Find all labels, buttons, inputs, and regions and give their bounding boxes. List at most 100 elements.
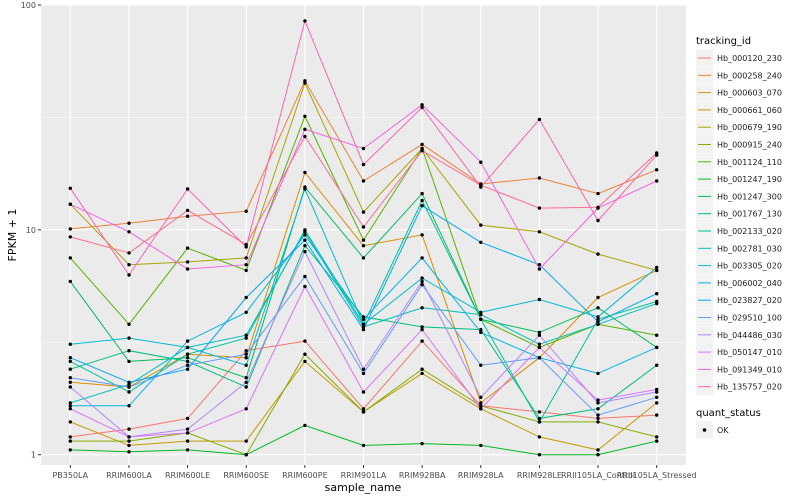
- data-point: [127, 273, 131, 277]
- data-point: [655, 387, 659, 392]
- data-point: [68, 342, 73, 346]
- data-point: [596, 252, 600, 256]
- x-tick-label: RRIM928BA: [399, 471, 446, 480]
- data-point: [596, 218, 600, 223]
- y-tick-label: 1: [31, 451, 36, 460]
- x-tick-label: RRIM928LE: [517, 471, 562, 480]
- data-point: [420, 367, 424, 371]
- data-point: [537, 263, 542, 267]
- data-point: [420, 256, 424, 260]
- data-point: [68, 385, 73, 389]
- data-point: [655, 179, 659, 183]
- data-point: [68, 356, 73, 360]
- data-point: [596, 371, 600, 376]
- data-point: [420, 339, 424, 343]
- data-point: [68, 376, 73, 380]
- data-point: [479, 404, 483, 408]
- data-point: [655, 363, 659, 367]
- data-point: [655, 265, 659, 270]
- legend-label: Hb_029510_100: [717, 314, 782, 323]
- data-point: [361, 327, 366, 332]
- data-point: [420, 149, 424, 153]
- legend-item: Hb_091349_010: [696, 360, 782, 378]
- data-point: [361, 410, 366, 414]
- data-point: [303, 339, 307, 343]
- legend-item: Hb_000679_190: [696, 118, 782, 136]
- data-point: [127, 385, 131, 389]
- data-point: [68, 404, 73, 408]
- legend-label: Hb_000603_070: [717, 89, 782, 98]
- data-point: [596, 453, 600, 457]
- data-point: [420, 191, 424, 196]
- data-point: [420, 325, 424, 329]
- data-point: [361, 367, 366, 371]
- data-point: [596, 315, 600, 319]
- data-point: [361, 238, 366, 242]
- data-point: [479, 183, 483, 187]
- data-point: [537, 117, 542, 122]
- x-tick-label: RRIM928LA: [458, 471, 504, 480]
- data-point: [361, 315, 366, 319]
- data-point: [127, 359, 131, 364]
- data-point: [185, 187, 190, 191]
- data-point: [361, 179, 366, 183]
- data-point: [655, 168, 659, 172]
- data-point: [361, 146, 366, 151]
- data-point: [244, 333, 248, 337]
- data-point: [244, 380, 248, 384]
- data-point: [185, 427, 190, 431]
- data-point: [537, 410, 542, 414]
- x-tick-label: RRIM600LA: [106, 471, 152, 480]
- data-point: [127, 251, 131, 255]
- legend-label: Hb_050147_010: [717, 348, 782, 357]
- data-point: [537, 206, 542, 210]
- data-point: [68, 256, 73, 260]
- legend-label: Hb_000661_060: [717, 106, 782, 115]
- data-point: [127, 221, 131, 225]
- legend-title: tracking_id: [696, 36, 751, 47]
- data-point: [185, 345, 190, 350]
- data-point: [479, 330, 483, 335]
- data-point: [68, 380, 73, 384]
- data-point: [68, 407, 73, 411]
- data-point: [303, 352, 307, 356]
- data-point: [303, 134, 307, 139]
- data-point: [596, 401, 600, 405]
- data-point: [420, 276, 424, 280]
- data-point: [303, 81, 307, 85]
- x-tick-label: RRIM901LA: [341, 471, 387, 480]
- data-point: [479, 363, 483, 367]
- data-point: [127, 380, 131, 384]
- data-point: [655, 401, 659, 405]
- data-point: [537, 453, 542, 457]
- data-point: [185, 214, 190, 218]
- data-point: [244, 268, 248, 273]
- data-point: [303, 244, 307, 248]
- data-point: [655, 413, 659, 417]
- data-point: [420, 142, 424, 147]
- data-point: [185, 363, 190, 367]
- data-point: [303, 423, 307, 428]
- data-point: [479, 407, 483, 411]
- x-tick-label: RRII105LA_Stressed: [617, 471, 697, 480]
- data-point: [185, 339, 190, 343]
- data-point: [596, 295, 600, 300]
- data-point: [420, 103, 424, 107]
- data-point: [537, 345, 542, 350]
- data-point: [361, 317, 366, 321]
- data-point: [244, 242, 248, 247]
- data-point: [596, 420, 600, 424]
- data-point: [244, 209, 248, 213]
- data-point: [420, 198, 424, 203]
- data-point: [596, 205, 600, 209]
- data-point: [537, 176, 542, 180]
- data-point: [244, 385, 248, 389]
- data-point: [420, 283, 424, 287]
- legend2-point: [702, 428, 707, 432]
- data-point: [303, 359, 307, 364]
- data-point: [244, 407, 248, 411]
- data-point: [596, 407, 600, 411]
- data-point: [185, 439, 190, 443]
- legend-label: Hb_001767_130: [717, 210, 782, 219]
- data-point: [479, 443, 483, 448]
